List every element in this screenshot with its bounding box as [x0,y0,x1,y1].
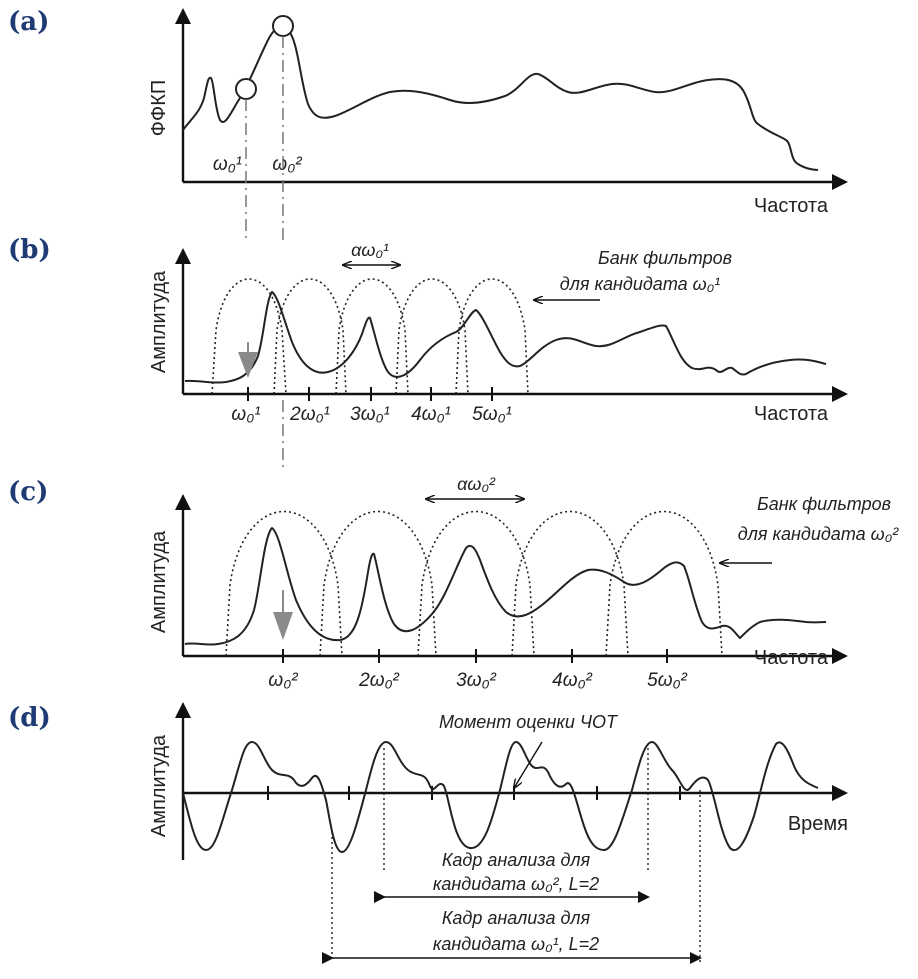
panel-a-label: (a) [8,7,49,37]
panel-a-candidate-2-label: ω₀² [272,154,302,175]
panel-d-xlabel: Время [788,813,848,835]
panel-a-ylabel: ФФКП [148,80,170,136]
panel-c-width-label: αω₀² [457,474,496,494]
panel-a-sacf-curve [182,26,819,171]
panel-c-tick-label-2: 2ω₀² [358,670,399,691]
panel-b-tick-label-5: 5ω₀¹ [472,404,512,425]
panel-c-spectrum [184,527,827,646]
panel-b-filter-5 [455,278,529,395]
panel-c-bank-line1: Банк фильтров [757,494,891,514]
panel-b-width-label: αω₀¹ [351,240,389,260]
panel-d-moment-arrow [514,741,543,788]
panel-c-gray-arrowhead [273,612,293,640]
panel-b-xlabel: Частота [754,403,829,425]
panel-b-filter-3 [335,278,409,395]
panel-b-bank-line1: Банк фильтров [598,248,732,268]
panel-d-y-arrow [175,702,191,718]
panel-b-tick-label-3: 3ω₀¹ [350,404,390,425]
panel-c-label: (c) [8,477,48,507]
panel-a-y-arrow [175,8,191,24]
panel-d-moment-label: Момент оценки ЧОТ [439,712,619,732]
panel-c-filter-5 [605,510,723,657]
panel-a-xlabel: Частота [754,195,829,217]
panel-a: (a) ФФКП Частота ω₀¹ ω₀² [8,7,848,242]
panel-c-tick-label-1: ω₀² [268,670,298,691]
panel-b-gray-arrowhead [238,352,258,378]
frame2-label-line2: кандидата ω₀², L=2 [433,874,599,894]
panel-b-tick-label-2: 2ω₀¹ [289,404,330,425]
panel-c-filter-3 [417,510,535,657]
panel-b-label: (b) [8,235,51,265]
panel-d-ylabel: Амплитуда [148,734,170,837]
panel-b-ylabel: Амплитуда [148,270,170,373]
panel-b-filter-1 [211,278,287,395]
panel-a-candidate-1-label: ω₀¹ [213,154,242,175]
frame2-label-line1: Кадр анализа для [442,850,591,870]
panel-b: (b) Амплитуда Частота ω₀¹ 2ω₀¹ 3ω₀¹ 4ω₀¹… [8,235,848,425]
panel-c-xlabel: Частота [754,647,829,669]
panel-b-bank-line2: для кандидата ω₀¹ [560,274,720,294]
panel-c-ylabel: Амплитуда [148,530,170,633]
panel-b-filter-2 [273,278,347,395]
panel-c-filter-4 [511,510,629,657]
panel-d: (d) Амплитуда Время Момент оценки ЧОТ Ка… [8,702,848,964]
panel-c-bank-line2: для кандидата ω₀² [738,524,899,544]
panel-b-filter-4 [395,278,469,395]
frame1-label-line1: Кадр анализа для [442,908,591,928]
panel-c-y-arrow [175,494,191,510]
frame1-label-line2: кандидата ω₀¹, L=2 [433,934,599,954]
panel-b-y-arrow [175,248,191,264]
panel-b-spectrum [184,291,827,384]
panel-b-tick-label-1: ω₀¹ [231,404,260,425]
candidate-1-marker [235,78,257,100]
panel-d-x-arrow [832,785,848,801]
panel-d-label: (d) [8,703,51,733]
panel-d-waveform [182,741,819,853]
panel-c-x-arrow [832,648,848,664]
panel-a-x-arrow [832,174,848,190]
panel-c: (c) Амплитуда Частота ω₀² 2ω₀² 3ω₀² 4ω₀²… [8,474,899,691]
panel-b-tick-label-4: 4ω₀¹ [411,404,451,425]
panel-c-tick-label-5: 5ω₀² [647,670,687,691]
panel-c-tick-label-3: 3ω₀² [456,670,496,691]
panel-c-tick-label-4: 4ω₀² [552,670,592,691]
candidate-2-marker [272,15,294,37]
panel-b-x-arrow [832,386,848,402]
